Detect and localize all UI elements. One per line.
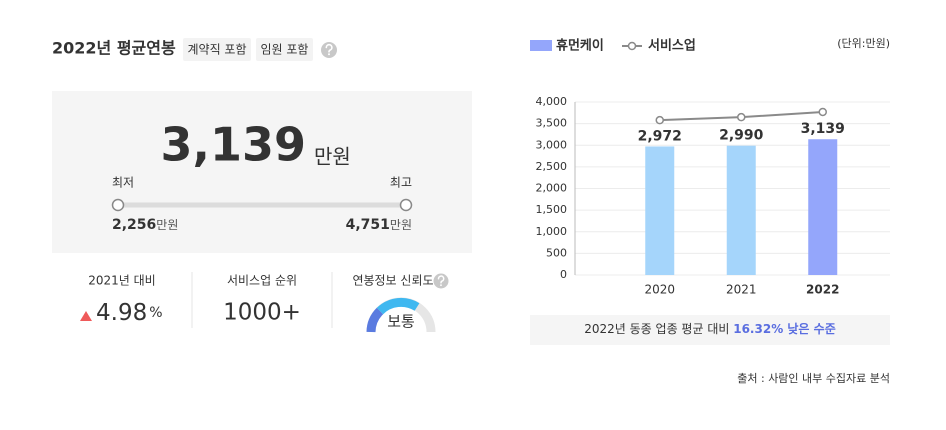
line-point: [655, 115, 664, 125]
data-label: 2,990: [719, 128, 764, 144]
max-unit: 만원: [390, 218, 412, 232]
max-number: 4,751: [346, 217, 390, 233]
x-tick-label: 2022: [806, 283, 839, 297]
y-tick-label: 2,000: [536, 182, 568, 195]
stat-value: 4.98%: [96, 300, 163, 326]
max-value: 4,751만원: [346, 217, 412, 233]
line-point: [737, 112, 746, 122]
note: 2022년 동종 업종 평균 대비 16.32% 낮은 수준: [584, 321, 835, 336]
x-tick-label: 2021: [726, 283, 757, 297]
stat-number: 4.98: [96, 300, 147, 326]
bar: [808, 139, 838, 275]
max-label: 최고: [390, 176, 412, 190]
min-value: 2,256만원: [112, 217, 178, 233]
y-tick-label: 1,000: [536, 225, 568, 238]
range-min-handle: [111, 198, 125, 212]
x-tick-label: 2020: [644, 283, 675, 297]
min-label: 최저: [112, 176, 134, 190]
salary-unit: 만원: [314, 145, 351, 169]
salary-card: [52, 91, 472, 253]
bar: [726, 145, 756, 275]
salary-value: 3,139: [160, 118, 306, 172]
data-label: 3,139: [801, 121, 845, 137]
y-tick-label: 3,500: [536, 117, 568, 130]
y-tick-label: 1,500: [536, 203, 568, 216]
help-glyph: [325, 43, 333, 53]
legend-swatch: [627, 41, 637, 51]
tag: 임원 포함: [261, 43, 309, 57]
title: 2022년 평균연봉: [52, 39, 176, 58]
min-unit: 만원: [156, 218, 178, 232]
gauge-fill: [366, 307, 384, 333]
gauge-fill: [376, 297, 420, 315]
line-point: [818, 107, 827, 117]
data-label: 2,972: [638, 128, 682, 144]
legend-label: 휴먼케이: [556, 38, 604, 54]
y-tick-label: 2,500: [536, 160, 568, 173]
y-tick-label: 4,000: [536, 95, 568, 108]
y-tick-label: 0: [560, 268, 567, 281]
note-box: [530, 315, 890, 345]
y-tick-label: 3,000: [536, 138, 568, 151]
stat-label: 서비스업 순위: [227, 274, 297, 288]
stat-value: 1000+: [223, 300, 301, 326]
tag: 계약직 포함: [187, 42, 246, 57]
stat-label: 2021년 대비: [88, 274, 155, 288]
stat-unit: %: [149, 305, 162, 321]
y-tick-label: 500: [546, 246, 567, 259]
help-icon[interactable]: [321, 42, 337, 58]
help-glyph: [437, 275, 445, 284]
help-icon[interactable]: [433, 273, 449, 289]
legend-swatch: [530, 40, 552, 51]
help-dot: [440, 284, 442, 287]
note-highlight: 16.32% 낮은 수준: [733, 321, 836, 336]
help-dot: [328, 53, 330, 56]
tag-bg: [183, 38, 251, 61]
legend-label: 서비스업: [648, 39, 696, 54]
up-arrow: [80, 311, 92, 321]
stat-label: 연봉정보 신뢰도: [352, 274, 433, 288]
source: 출처 : 사람인 내부 수집자료 분석: [737, 372, 890, 385]
min-number: 2,256: [112, 217, 156, 233]
stat-value: 보통: [387, 313, 415, 331]
tag-bg: [256, 38, 313, 61]
range-max-handle: [399, 198, 413, 212]
bar: [645, 146, 675, 275]
unit-label: (단위:만원): [837, 37, 890, 50]
note-text: 2022년 동종 업종 평균 대비: [584, 322, 733, 336]
